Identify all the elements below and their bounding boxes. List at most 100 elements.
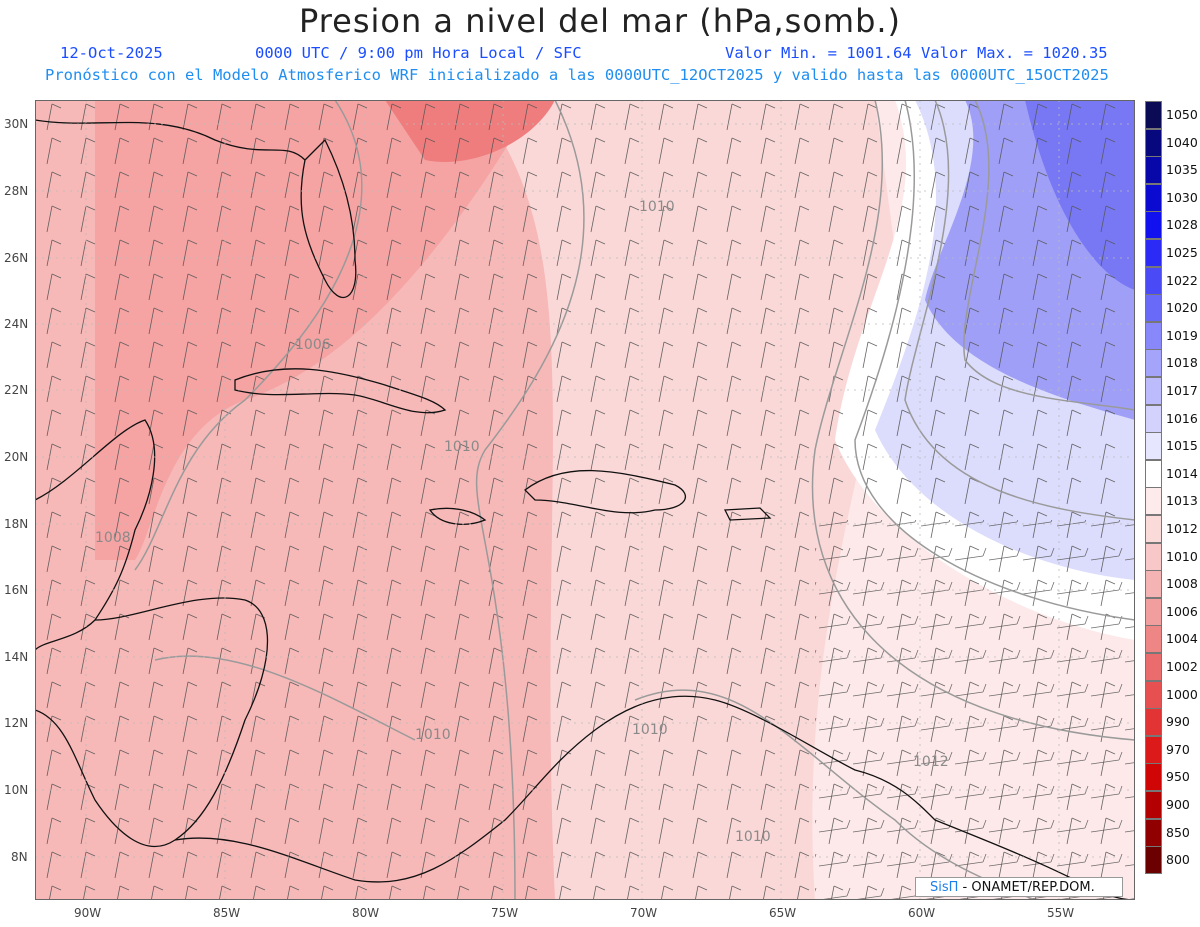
lon-label: 65W — [769, 906, 797, 920]
colorbar-label: 1014 — [1166, 465, 1198, 481]
lat-label: 10N — [4, 783, 29, 797]
colorbar-label: 1004 — [1166, 631, 1198, 647]
colorbar-swatch — [1145, 570, 1162, 599]
colorbar-label: 1022 — [1166, 272, 1198, 288]
colorbar-label: 1035 — [1166, 162, 1198, 178]
lat-label: 16N — [4, 583, 29, 597]
central-america — [35, 597, 269, 847]
isobar — [475, 100, 585, 900]
colorbar-label: 1040 — [1166, 134, 1198, 150]
isobar — [904, 100, 1135, 521]
lat-label: 8N — [11, 850, 28, 864]
colorbar-label: 850 — [1166, 824, 1190, 840]
colorbar-swatch — [1145, 321, 1162, 350]
florida — [300, 138, 357, 299]
lat-label: 26N — [4, 251, 29, 265]
yucatan — [35, 419, 156, 651]
colorbar-swatch — [1145, 653, 1162, 682]
colorbar-label: 990 — [1166, 714, 1190, 730]
graticule — [35, 100, 1135, 900]
colorbar-label: 1025 — [1166, 245, 1198, 260]
contour-label: 1012 — [913, 754, 949, 770]
colorbar-swatch — [1145, 818, 1162, 847]
colorbar-label: 800 — [1166, 852, 1190, 868]
colorbar-label: 900 — [1166, 797, 1190, 812]
puerto-rico — [723, 507, 772, 521]
colorbar-swatch — [1145, 542, 1162, 571]
lon-label: 80W — [352, 906, 380, 920]
isobar — [811, 100, 1135, 741]
colorbar-swatch — [1145, 128, 1162, 157]
lon-label: 60W — [908, 906, 936, 920]
colorbar-swatch — [1145, 349, 1162, 378]
lon-label: 70W — [630, 906, 658, 920]
colorbar-swatch — [1145, 791, 1162, 820]
contour-label: 1010 — [735, 829, 771, 845]
lon-label: 90W — [74, 906, 102, 920]
contour-label: 1010 — [415, 727, 451, 743]
colorbar-label: 950 — [1166, 769, 1190, 785]
lat-label: 20N — [4, 450, 29, 464]
colorbar-label: 1030 — [1166, 189, 1198, 205]
south-america-coast — [174, 695, 1135, 900]
contour-labels: 1010 1006 1010 1008 1010 1010 1012 1010 — [95, 199, 949, 845]
jamaica — [428, 507, 487, 525]
colorbar-label: 1006 — [1166, 603, 1198, 619]
contour-label: 1010 — [632, 722, 668, 738]
sispi-logo: SisΠ — [930, 880, 959, 895]
colorbar-swatch — [1145, 735, 1162, 764]
lat-label: 12N — [4, 716, 29, 730]
map-frame — [35, 100, 1135, 900]
colorbar-swatch — [1145, 432, 1162, 461]
colorbar-swatch — [1145, 846, 1162, 875]
contour-label: 1010 — [639, 199, 675, 215]
colorbar-label: 1013 — [1166, 493, 1198, 509]
credit-text: - ONAMET/REP.DOM. — [958, 880, 1095, 895]
contour-label: 1008 — [95, 530, 131, 546]
value-range: Valor Min. = 1001.64 Valor Max. = 1020.3… — [725, 44, 1108, 62]
colorbar-label: 1028 — [1166, 217, 1198, 233]
colorbar-label: 1008 — [1166, 576, 1198, 592]
colorbar-swatch — [1145, 239, 1162, 268]
pressure-map: 1010 1006 1010 1008 1010 1010 1012 1010 — [35, 100, 1135, 900]
isobar — [154, 655, 416, 741]
colorbar-swatch — [1145, 763, 1162, 792]
contour-label: 1006 — [295, 337, 331, 353]
colorbar-label: 1050 — [1166, 107, 1198, 122]
colorbar-label: 1020 — [1166, 300, 1198, 316]
colorbar-swatch — [1145, 404, 1162, 433]
lat-label: 24N — [4, 317, 29, 331]
lat-label: 28N — [4, 184, 29, 198]
lat-label: 18N — [4, 517, 29, 531]
hispaniola — [524, 469, 687, 514]
colorbar-label: 1010 — [1166, 548, 1198, 564]
colorbar-label: 1002 — [1166, 659, 1198, 674]
isobar — [634, 689, 1036, 900]
colorbar-swatch — [1145, 680, 1162, 709]
wind-barbs-east — [815, 520, 1135, 900]
lat-label: 30N — [4, 117, 29, 131]
colorbar-swatch — [1145, 294, 1162, 323]
colorbar-label: 970 — [1166, 741, 1190, 757]
lon-label: 85W — [213, 906, 241, 920]
colorbar-label: 1016 — [1166, 410, 1198, 426]
colorbar-label: 1018 — [1166, 355, 1198, 371]
forecast-date: 12-Oct-2025 — [60, 44, 163, 62]
isobar — [134, 100, 363, 571]
colorbar-label: 1000 — [1166, 686, 1198, 702]
credit-box: SisΠ - ONAMET/REP.DOM. — [915, 877, 1123, 897]
lat-label: 22N — [4, 383, 29, 397]
isobar — [854, 100, 1135, 621]
model-info: Pronóstico con el Modelo Atmosferico WRF… — [45, 66, 1109, 84]
colorbar-swatch — [1145, 101, 1162, 130]
lat-label: 14N — [4, 650, 29, 664]
colorbar-swatch — [1145, 156, 1162, 185]
coastlines — [35, 119, 1135, 900]
contour-label: 1010 — [444, 439, 480, 455]
colorbar-swatch — [1145, 597, 1162, 626]
colorbar-swatch — [1145, 708, 1162, 737]
colorbar-swatch — [1145, 625, 1162, 654]
colorbar-label: 1012 — [1166, 521, 1198, 536]
colorbar-swatch — [1145, 487, 1162, 516]
colorbar-label: 1017 — [1166, 383, 1198, 398]
